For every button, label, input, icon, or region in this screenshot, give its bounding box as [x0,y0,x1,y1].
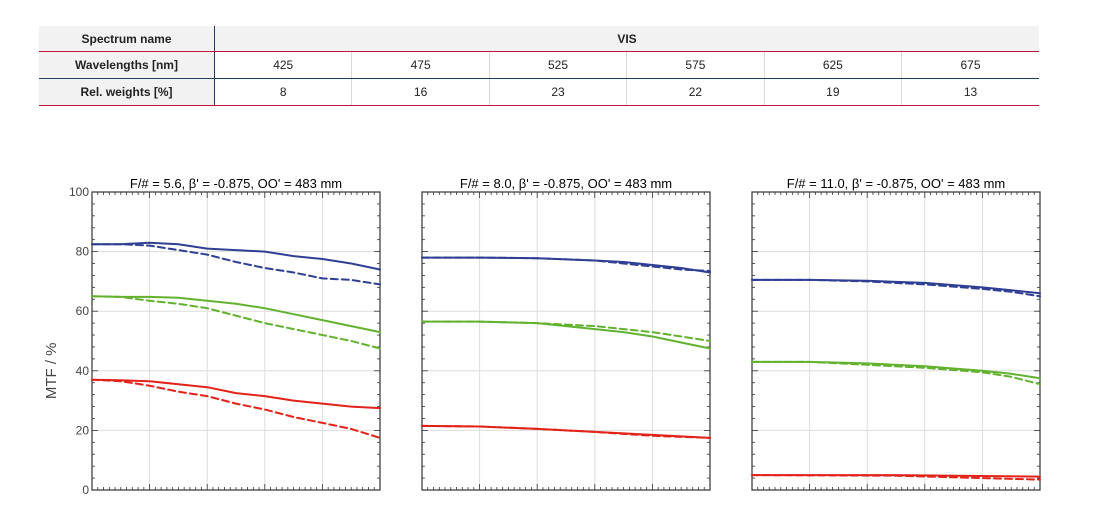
plot-frame [751,191,1041,491]
green-dashed-series [421,320,711,342]
wavelength-cell: 525 [488,51,627,79]
weight-cell: 8 [214,78,352,106]
green-solid-series [91,295,381,334]
weights-row: Rel. weights [%] 8 16 23 22 19 13 [39,78,1039,106]
spectrum-header-row: Spectrum name VIS [39,26,1039,52]
blue-dashed-series [751,278,1041,298]
plot-frame [91,191,381,491]
weight-cell: 19 [763,78,902,106]
blue-dashed-series [91,243,381,286]
y-tick-label: 20 [76,423,90,437]
green-dashed-series [91,295,381,350]
chart-title: F/# = 11.0, β' = -0.875, OO' = 483 mm [787,176,1006,191]
wavelength-cell: 475 [351,51,490,79]
y-tick-label: 100 [69,185,89,199]
wavelengths-row: Wavelengths [nm] 425 475 525 575 625 675 [39,51,1039,79]
y-tick-label: 60 [76,304,90,318]
chart-title: F/# = 8.0, β' = -0.875, OO' = 483 mm [460,176,672,191]
red-dashed-series [91,378,381,439]
plot-frame [421,191,711,491]
mtf-chart-2: F/# = 8.0, β' = -0.875, OO' = 483 mm [421,176,711,491]
red-dashed-series [751,474,1041,481]
y-axis-label: MTF / % [43,342,60,399]
weight-cell: 22 [626,78,765,106]
mtf-chart-1: F/# = 5.6, β' = -0.875, OO' = 483 mm 0 20 4… [43,176,381,497]
weights-label: Rel. weights [%] [39,78,215,106]
wavelength-cell: 575 [626,51,765,79]
blue-dashed-series [421,256,711,272]
wavelength-cell: 425 [214,51,352,79]
red-dashed-series [421,424,711,439]
weight-cell: 23 [488,78,627,106]
y-tick-label: 0 [82,483,89,497]
blue-solid-series [91,241,381,271]
y-tick-label: 80 [76,245,90,259]
spectrum-name-value: VIS [214,26,1039,52]
red-solid-series [91,378,381,410]
mtf-chart-3: F/# = 11.0, β' = -0.875, OO' = 483 mm [751,176,1041,491]
spectrum-name-label: Spectrum name [39,26,215,52]
chart-title: F/# = 5.6, β' = -0.875, OO' = 483 mm [130,176,342,191]
wavelengths-label: Wavelengths [nm] [39,51,215,79]
green-solid-series [751,360,1041,380]
y-tick-label: 40 [76,364,90,378]
wavelength-cell: 625 [763,51,902,79]
weight-cell: 13 [901,78,1039,106]
spectrum-table: Spectrum name VIS Wavelengths [nm] 425 4… [39,26,1039,106]
wavelength-cell: 675 [901,51,1039,79]
green-dashed-series [751,360,1041,386]
weight-cell: 16 [351,78,490,106]
